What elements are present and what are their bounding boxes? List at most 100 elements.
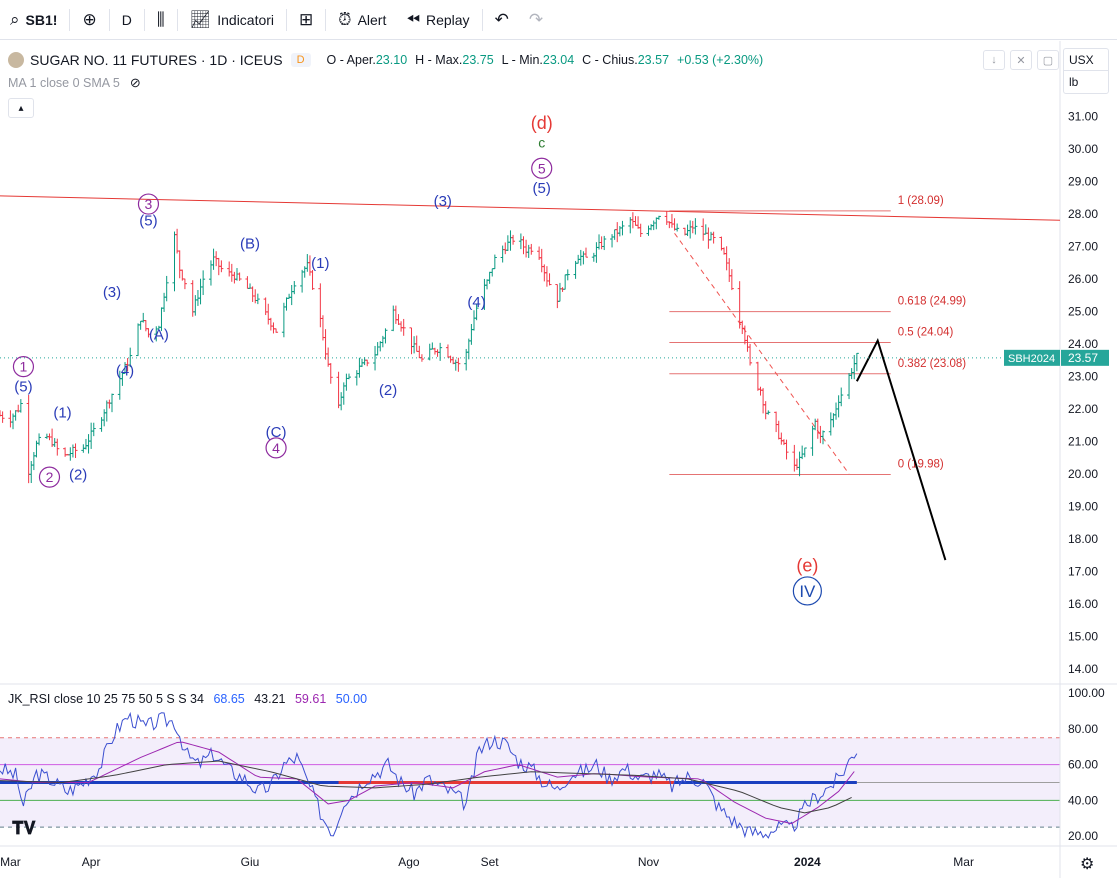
gear-icon[interactable]: ⚙︎ (1080, 856, 1095, 873)
wave-label[interactable]: (e) (796, 555, 818, 575)
projection-path[interactable] (855, 337, 947, 561)
ohlc-bar (63, 447, 68, 457)
price-tick-label: 29.00 (1068, 174, 1098, 188)
symbol-search[interactable]: ⌕ SB1! (0, 0, 67, 40)
wave-label-text: (3) (434, 193, 452, 210)
ohlc-bar (797, 451, 802, 477)
ohlc-bar (511, 234, 516, 245)
undo-button[interactable]: ↶ (485, 0, 519, 40)
ohlc-bar (229, 263, 234, 282)
move-down-button[interactable]: ↓ (983, 50, 1005, 70)
projection-line[interactable] (855, 337, 947, 561)
time-axis[interactable]: Mar Apr Giu Ago Set Nov 2024 Mar (0, 845, 1117, 869)
ohlc-bar (539, 248, 544, 273)
wave-label[interactable]: (5) (14, 379, 32, 396)
chart-type-button[interactable]: ⫼ (147, 0, 175, 40)
measure-unit[interactable]: lb (1069, 75, 1079, 89)
top-toolbar: ⌕ SB1! ⊕ D ⫼ 📈︎ Indicatori ⊞ ⏰︎ Alert ⏪︎… (0, 0, 1117, 40)
redo-button[interactable]: ↷ (519, 0, 553, 40)
rsi-legend[interactable]: JK_RSI close 10 25 75 50 5 S S 34 68.65 … (8, 692, 367, 706)
price-tick-label: 17.00 (1068, 564, 1098, 578)
ohlc-bar (727, 258, 732, 282)
ohlc-bar (104, 400, 109, 422)
wave-label[interactable]: (1) (53, 405, 71, 422)
arrow-down-icon: ↓ (991, 54, 997, 66)
alert-button[interactable]: ⏰︎ Alert (328, 0, 396, 40)
resistance-trendline[interactable] (0, 195, 1061, 221)
indicators-button[interactable]: 📈︎ Indicatori (180, 0, 284, 40)
ohlc-bar (146, 328, 151, 338)
ohlc-bar (703, 224, 708, 235)
replay-button[interactable]: ⏪︎ Replay (396, 0, 479, 40)
ohlc-bar (565, 269, 570, 281)
wave-label[interactable]: (C) (266, 424, 287, 441)
ohlc-bar (193, 295, 198, 316)
rsi-axis[interactable]: 100.00 80.00 60.00 40.00 20.00 (1068, 686, 1105, 843)
wave-label-text: (3) (103, 284, 121, 301)
interval-button[interactable]: D (112, 0, 142, 40)
price-axis[interactable]: 31.00 30.00 29.00 28.00 27.00 26.00 25.00 24.00… (0, 41, 1117, 878)
wave-label-text: c (538, 134, 545, 150)
wave-label[interactable]: 3 (137, 193, 160, 215)
ohlc-bar (620, 220, 625, 236)
ohlc-bar (675, 223, 680, 232)
wave-label[interactable]: c (538, 134, 545, 150)
wave-label-text: (2) (69, 466, 87, 483)
wave-labels[interactable]: 1(5)2 (2)(1)(3)(4)3(5)(A)(B)(C)4(1)(2)(3)… (12, 113, 822, 606)
add-symbol-button[interactable]: ⊕ (72, 0, 106, 40)
wave-label[interactable]: (A) (149, 327, 169, 344)
collapse-legend-button[interactable]: ▴ (8, 98, 34, 118)
ohlc-bar (847, 373, 852, 400)
ohlc-bar (162, 292, 167, 312)
tradingview-logo[interactable]: 𝐓𝐕 (12, 818, 37, 838)
wave-label[interactable]: (B) (240, 235, 260, 252)
wave-label[interactable]: (3) (434, 193, 452, 210)
wave-label[interactable]: (d) (531, 113, 553, 133)
bar-chart-icon: ⫼ (156, 9, 165, 29)
ohlc-bar (164, 275, 169, 302)
wave-label[interactable]: 2 (38, 466, 61, 488)
wave-label[interactable]: 1 (12, 356, 35, 378)
wave-label[interactable]: IV (792, 576, 822, 606)
ohlc-bar (599, 236, 604, 250)
maximize-pane-button[interactable]: ▢ (1037, 50, 1059, 70)
ohlc-bar (89, 422, 94, 449)
time-tick-label: Mar (0, 855, 21, 869)
fib-retracement[interactable]: 1 (28.09) 0.618 (24.99) 0.5 (24.04) 0.382 (… (669, 195, 966, 476)
ohlc-bar (485, 279, 490, 290)
ohlc-bar (740, 320, 745, 335)
wave-label[interactable]: (3) (103, 284, 121, 301)
redo-icon: ↷ (528, 9, 544, 29)
currency-unit[interactable]: USX (1064, 49, 1108, 71)
fib-level-label: 1 (28.09) (898, 195, 944, 207)
unit-selector[interactable]: USX lb (1063, 48, 1109, 94)
wave-label[interactable]: (2) (69, 466, 87, 483)
tv-logo-icon[interactable]: 𝐓𝐕 (12, 818, 37, 838)
ohlc-bar (31, 452, 36, 471)
time-tick-label: 2024 (794, 855, 821, 869)
ohlc-bar (672, 218, 677, 231)
ohlc-bar (232, 271, 237, 284)
ohlc-bar (83, 438, 88, 450)
symbol-title[interactable]: SUGAR NO. 11 FUTURES · 1D · ICEUS (30, 52, 283, 68)
wave-label[interactable]: (5) (139, 213, 157, 230)
layout-button[interactable]: ⊞ (289, 0, 323, 40)
separator (108, 8, 110, 31)
wave-label[interactable]: 5 (531, 157, 553, 179)
wave-label[interactable]: (4) (467, 294, 485, 311)
ohlc-bar (820, 430, 825, 445)
collapse-pane-button[interactable]: ✕ (1010, 50, 1032, 70)
ohlc-bar (779, 432, 784, 445)
wave-label[interactable]: (4) (116, 362, 134, 379)
ohlc-bar (190, 280, 195, 317)
wave-label[interactable]: 4 (265, 437, 287, 459)
wave-label[interactable]: (1) (311, 255, 329, 272)
ma-legend[interactable]: MA 1 close 0 SMA 5 ⊘ (8, 75, 141, 91)
eye-off-icon[interactable]: ⊘ (129, 75, 141, 90)
ohlc-bar (487, 271, 492, 284)
ohlc-low: L - Min.23.04 (501, 53, 575, 67)
wave-label[interactable]: (2) (379, 382, 397, 399)
delayed-badge[interactable]: D (290, 53, 311, 67)
wave-label[interactable]: (5) (533, 180, 551, 197)
